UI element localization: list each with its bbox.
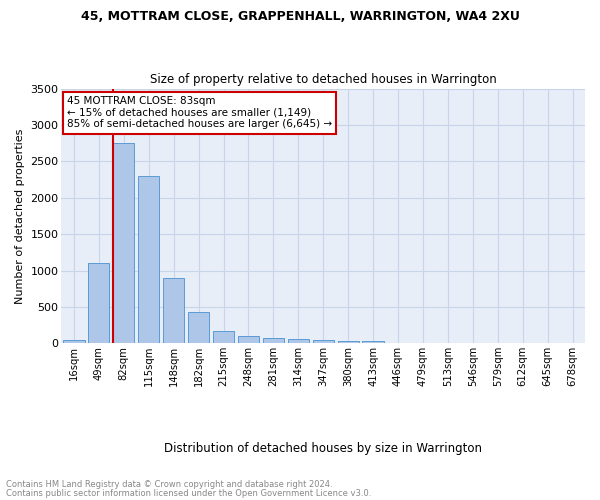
- Bar: [213, 331, 234, 344]
- Bar: [238, 336, 259, 344]
- Bar: [188, 312, 209, 344]
- Bar: [263, 338, 284, 344]
- Text: Contains HM Land Registry data © Crown copyright and database right 2024.: Contains HM Land Registry data © Crown c…: [6, 480, 332, 489]
- Text: Contains public sector information licensed under the Open Government Licence v3: Contains public sector information licen…: [6, 488, 371, 498]
- Bar: [313, 340, 334, 344]
- X-axis label: Distribution of detached houses by size in Warrington: Distribution of detached houses by size …: [164, 442, 482, 455]
- Bar: [88, 263, 109, 344]
- Bar: [113, 143, 134, 344]
- Bar: [362, 342, 383, 344]
- Y-axis label: Number of detached properties: Number of detached properties: [15, 128, 25, 304]
- Bar: [288, 340, 309, 344]
- Bar: [138, 176, 160, 344]
- Text: 45, MOTTRAM CLOSE, GRAPPENHALL, WARRINGTON, WA4 2XU: 45, MOTTRAM CLOSE, GRAPPENHALL, WARRINGT…: [80, 10, 520, 23]
- Bar: [64, 340, 85, 344]
- Text: 45 MOTTRAM CLOSE: 83sqm
← 15% of detached houses are smaller (1,149)
85% of semi: 45 MOTTRAM CLOSE: 83sqm ← 15% of detache…: [67, 96, 332, 130]
- Title: Size of property relative to detached houses in Warrington: Size of property relative to detached ho…: [150, 73, 497, 86]
- Bar: [163, 278, 184, 344]
- Bar: [338, 341, 359, 344]
